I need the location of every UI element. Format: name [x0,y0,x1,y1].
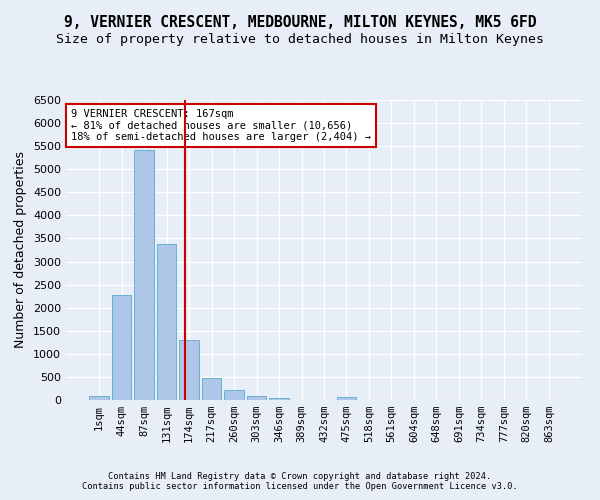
Text: Contains HM Land Registry data © Crown copyright and database right 2024.: Contains HM Land Registry data © Crown c… [109,472,491,481]
Bar [134,150,154,400]
Text: Contains public sector information licensed under the Open Government Licence v3: Contains public sector information licen… [82,482,518,491]
Bar [112,295,131,400]
Bar [224,390,244,400]
Bar [247,396,266,400]
Text: 9, VERNIER CRESCENT, MEDBOURNE, MILTON KEYNES, MK5 6FD: 9, VERNIER CRESCENT, MEDBOURNE, MILTON K… [64,15,536,30]
Y-axis label: Number of detached properties: Number of detached properties [14,152,28,348]
Bar [269,398,289,400]
Text: 9 VERNIER CRESCENT: 167sqm
← 81% of detached houses are smaller (10,656)
18% of : 9 VERNIER CRESCENT: 167sqm ← 81% of deta… [71,109,371,142]
Bar [157,244,176,400]
Text: Size of property relative to detached houses in Milton Keynes: Size of property relative to detached ho… [56,32,544,46]
Bar [337,398,356,400]
Bar [89,396,109,400]
Bar [202,378,221,400]
Bar [179,340,199,400]
